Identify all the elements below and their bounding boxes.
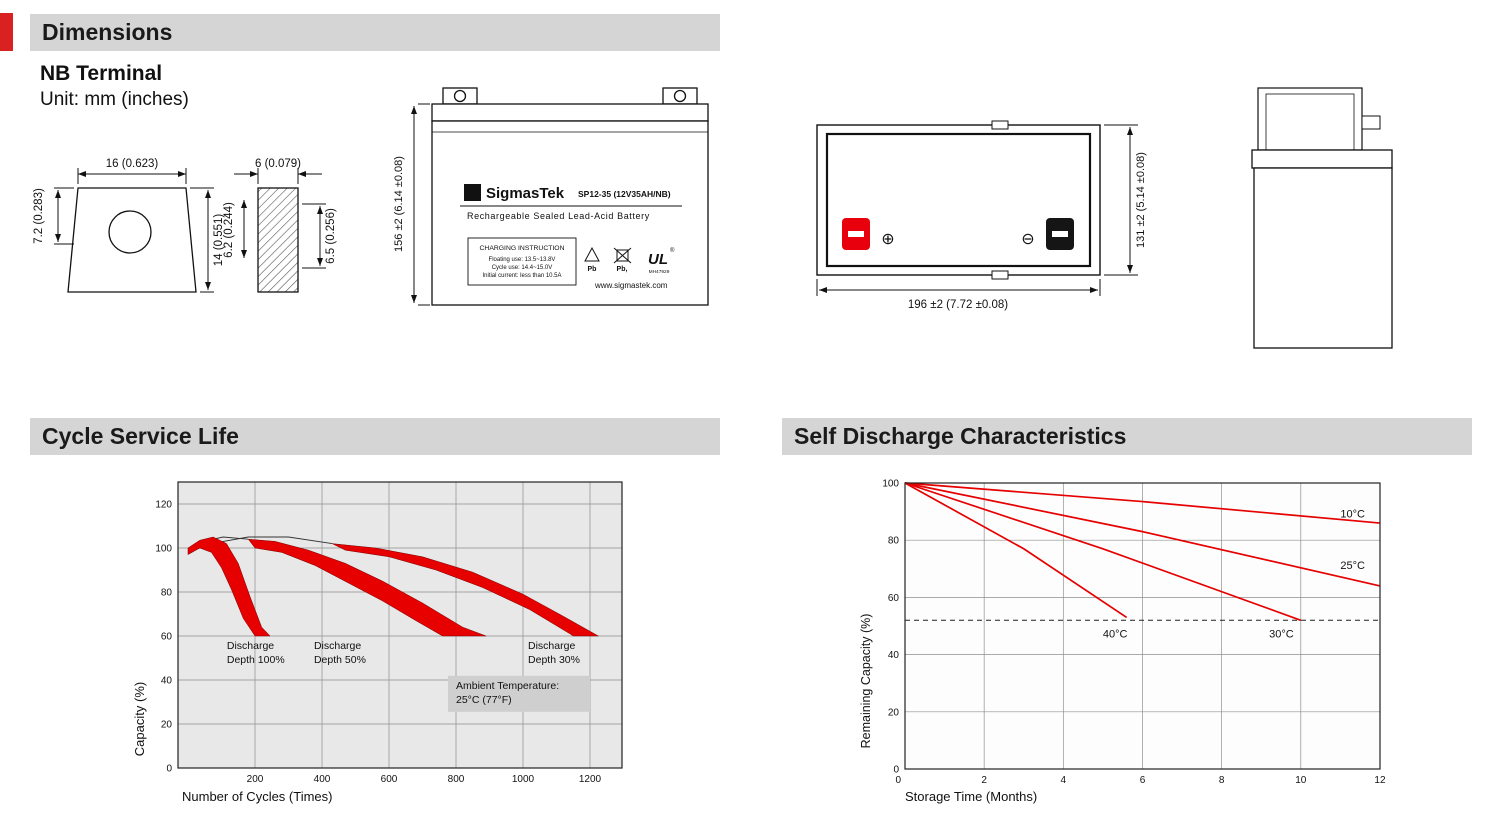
red-corner-accent [0, 13, 13, 51]
terminal-side-drawing [234, 168, 326, 293]
pb-label-1: Pb [588, 266, 597, 273]
svg-text:100: 100 [155, 544, 172, 555]
website-url: www.sigmastek.com [594, 281, 668, 290]
svg-text:Number of Cycles (Times): Number of Cycles (Times) [182, 789, 332, 804]
svg-text:Storage Time (Months): Storage Time (Months) [905, 789, 1037, 804]
top-view-width-dim: 196 ±2 (7.72 ±0.08) [908, 299, 1008, 311]
nb-terminal-heading: NB Terminal [40, 62, 163, 85]
svg-text:Discharge: Discharge [314, 640, 361, 652]
svg-text:6: 6 [1140, 775, 1146, 786]
terminal-side-left-dim: 6.2 (0.244) [223, 202, 235, 258]
svg-text:60: 60 [888, 593, 900, 604]
charging-line-1: Floating use: 13.5~13.8V [489, 257, 556, 263]
pb-label-2: Pb, [617, 266, 628, 273]
svg-text:Capacity (%): Capacity (%) [132, 682, 147, 756]
svg-text:25°C: 25°C [1340, 560, 1365, 572]
battery-top-view: ⊕ ⊖ 131 ±2 (5.14 ±0.08) 196 ±2 (7.72 ±0.… [816, 120, 1147, 311]
cycle-life-title: Cycle Service Life [42, 423, 239, 449]
svg-text:25°C (77°F): 25°C (77°F) [456, 694, 512, 706]
plus-terminal-icon: ⊕ [881, 231, 894, 248]
unit-note: Unit: mm (inches) [40, 89, 189, 110]
battery-side-view [1251, 87, 1393, 349]
minus-terminal-icon: ⊖ [1021, 231, 1034, 248]
svg-text:200: 200 [247, 774, 264, 785]
svg-text:0: 0 [893, 765, 899, 776]
cycle-service-life-chart: 200 400 600 800 1000 1200 0 20 40 60 80 100 120 Disch… [132, 481, 623, 804]
charging-instruction-box [467, 237, 577, 286]
svg-text:600: 600 [381, 774, 398, 785]
svg-text:Remaining Capacity (%): Remaining Capacity (%) [860, 614, 873, 749]
charging-line-3: Initial current: less than 10.5A [482, 273, 561, 279]
terminal-front-drawing [54, 168, 214, 293]
svg-text:20: 20 [161, 720, 173, 731]
self-discharge-chart: 0 2 4 6 8 10 12 0 20 40 60 80 100 10°C 25°C 30°C 40°C Sto… [860, 479, 1386, 805]
section-header-self-discharge: Self Discharge Characteristics [782, 418, 1472, 455]
section-header-dimensions: Dimensions [30, 14, 720, 51]
svg-text:400: 400 [314, 774, 331, 785]
battery-type-line: Rechargeable Sealed Lead-Acid Battery [467, 211, 650, 221]
svg-text:8: 8 [1219, 775, 1225, 786]
terminal-front-right-dim: 14 (0.551) [213, 214, 225, 267]
top-view-height-dim: 131 ±2 (5.14 ±0.08) [1135, 152, 1147, 248]
svg-text:80: 80 [888, 536, 900, 547]
svg-text:1000: 1000 [512, 774, 535, 785]
svg-text:Depth 30%: Depth 30% [528, 654, 580, 666]
no-trash-pb-icon [613, 247, 632, 264]
svg-text:Discharge: Discharge [528, 640, 575, 652]
svg-text:0: 0 [166, 764, 172, 775]
svg-text:800: 800 [448, 774, 465, 785]
battery-front-view: Σ SigmasTek SP12-35 (12V35AH/NB) Recharg… [393, 87, 709, 306]
svg-text:100: 100 [882, 479, 899, 490]
charging-title: CHARGING INSTRUCTION [480, 245, 565, 252]
svg-text:20: 20 [888, 707, 900, 718]
ul-file-code: MH47929 [649, 269, 670, 275]
section-header-cycle-life: Cycle Service Life [30, 418, 720, 455]
terminal-front-top-dim: 16 (0.623) [106, 158, 159, 170]
svg-text:Ambient Temperature:: Ambient Temperature: [456, 680, 559, 692]
svg-text:Discharge: Discharge [227, 640, 274, 652]
svg-text:60: 60 [161, 632, 173, 643]
svg-text:Depth 50%: Depth 50% [314, 654, 366, 666]
brand-sigma-glyph: Σ [468, 186, 476, 201]
ul-mark-icon: UL [648, 251, 668, 268]
dimensions-title: Dimensions [42, 19, 173, 45]
front-height-dim: 156 ±2 (6.14 ±0.08) [393, 156, 405, 252]
ul-registered-symbol: ® [670, 247, 675, 254]
model-number: SP12-35 (12V35AH/NB) [578, 189, 671, 199]
svg-text:2: 2 [981, 775, 987, 786]
svg-text:40: 40 [161, 676, 173, 687]
svg-text:30°C: 30°C [1269, 628, 1294, 640]
svg-text:Depth 100%: Depth 100% [227, 654, 285, 666]
svg-text:4: 4 [1061, 775, 1067, 786]
svg-text:120: 120 [155, 500, 172, 511]
recycle-pb-icon [584, 246, 600, 262]
charging-line-2: Cycle use: 14.4~15.0V [492, 265, 553, 271]
dimensions-drawings: 16 (0.623) 7.2 (0.283) 14 (0.551) 6 (0.0… [33, 87, 1393, 349]
svg-text:10°C: 10°C [1340, 508, 1365, 520]
svg-text:1200: 1200 [579, 774, 602, 785]
svg-text:0: 0 [895, 775, 901, 786]
svg-text:40°C: 40°C [1103, 628, 1128, 640]
terminal-front-left-dim: 7.2 (0.283) [33, 188, 45, 244]
terminal-side-top-dim: 6 (0.079) [255, 158, 301, 170]
terminal-side-right-dim: 6.5 (0.256) [325, 208, 337, 264]
svg-text:80: 80 [161, 588, 173, 599]
self-discharge-title: Self Discharge Characteristics [794, 423, 1127, 449]
brand-name: SigmasTek [486, 185, 565, 202]
svg-text:40: 40 [888, 650, 900, 661]
svg-text:12: 12 [1374, 775, 1386, 786]
svg-text:10: 10 [1295, 775, 1307, 786]
brand-logo-icon [464, 184, 481, 201]
